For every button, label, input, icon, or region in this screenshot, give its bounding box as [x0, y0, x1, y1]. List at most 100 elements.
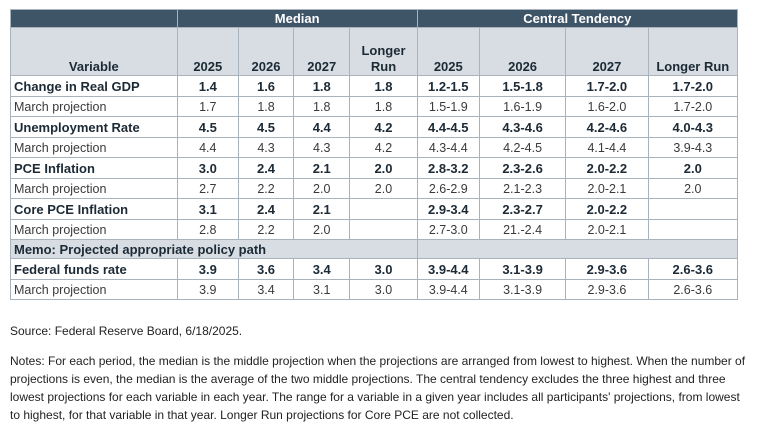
value-cell: 2.0-2.1: [565, 178, 649, 199]
value-cell: 3.4: [237, 279, 295, 300]
value-cell: 3.0: [176, 157, 239, 179]
row-label: March projection: [10, 178, 178, 199]
value-cell: 4.0-4.3: [647, 116, 739, 138]
value-cell: 1.7-2.0: [565, 75, 649, 97]
value-cell: 2.8-3.2: [416, 157, 480, 179]
value-cell: 2.0: [647, 157, 739, 179]
value-cell: 4.3-4.4: [416, 137, 480, 158]
value-cell: 2.4: [237, 157, 295, 179]
median-longer-run-header: Longer Run: [349, 27, 418, 76]
value-cell: 4.4-4.5: [416, 116, 480, 138]
value-cell: 2.9-3.6: [565, 258, 649, 280]
value-cell: 3.0: [349, 258, 418, 280]
projection-rows: Change in Real GDP 1.4 1.6 1.8 1.8 1.2-1.5 1.5…: [10, 75, 739, 240]
variable-row: Unemployment Rate 4.5 4.5 4.4 4.2 4.4-4.5 4.3-…: [10, 116, 739, 138]
memo-spacer: [416, 239, 739, 259]
memo-label: Memo: Projected appropriate policy path: [10, 239, 418, 259]
value-cell: 1.8: [293, 96, 351, 117]
value-cell: 1.6-1.9: [478, 96, 567, 117]
policy-rows: Federal funds rate 3.9 3.6 3.4 3.0 3.9-4.4 3.1…: [10, 258, 739, 300]
value-cell: 2.4: [237, 198, 295, 220]
march-projection-row: March projection 3.9 3.4 3.1 3.0 3.9-4.4 3.1-3…: [10, 279, 739, 300]
projections-table: Median Central Tendency Variable 2025 20…: [10, 9, 739, 300]
value-cell: 2.1-2.3: [478, 178, 567, 199]
value-cell: 2.0: [293, 219, 351, 240]
value-cell: 4.3: [293, 137, 351, 158]
value-cell: 2.2: [237, 178, 295, 199]
value-cell: 2.8: [176, 219, 239, 240]
value-cell: 3.9-4.4: [416, 279, 480, 300]
median-2026-header: 2026: [237, 27, 295, 76]
value-cell: 2.3-2.6: [478, 157, 567, 179]
value-cell: 2.0-2.2: [565, 198, 649, 220]
march-projection-row: March projection 1.7 1.8 1.8 1.8 1.5-1.9 1.6-1…: [10, 96, 739, 117]
value-cell: 2.6-3.6: [647, 258, 739, 280]
value-cell: 4.2-4.5: [478, 137, 567, 158]
value-cell: 4.5: [237, 116, 295, 138]
value-cell: 2.1: [293, 198, 351, 220]
value-cell: 2.6-2.9: [416, 178, 480, 199]
value-cell: 1.7-2.0: [647, 96, 739, 117]
value-cell: 2.0: [349, 157, 418, 179]
value-cell: 3.1: [293, 279, 351, 300]
central-2027-header: 2027: [565, 27, 649, 76]
march-projection-row: March projection 2.8 2.2 2.0 2.7-3.0 21.-2.4 2…: [10, 219, 739, 240]
value-cell: 2.0: [647, 178, 739, 199]
value-cell: 4.3-4.6: [478, 116, 567, 138]
value-cell: 1.5-1.9: [416, 96, 480, 117]
table-corner: [10, 9, 178, 28]
value-cell: 1.8: [293, 75, 351, 97]
value-cell: 2.0-2.1: [565, 219, 649, 240]
value-cell: 1.5-1.8: [478, 75, 567, 97]
central-tendency-group-header: Central Tendency: [416, 9, 739, 28]
value-cell: 4.4: [293, 116, 351, 138]
value-cell: 3.1: [176, 198, 239, 220]
value-cell: 3.1-3.9: [478, 279, 567, 300]
value-cell: 2.7: [176, 178, 239, 199]
row-label: PCE Inflation: [10, 157, 178, 179]
variable-row: Change in Real GDP 1.4 1.6 1.8 1.8 1.2-1.5 1.5…: [10, 75, 739, 97]
value-cell: 1.6: [237, 75, 295, 97]
value-cell: 1.8: [349, 96, 418, 117]
median-2027-header: 2027: [293, 27, 351, 76]
value-cell: 4.2: [349, 116, 418, 138]
value-cell: 1.6-2.0: [565, 96, 649, 117]
value-cell: 1.4: [176, 75, 239, 97]
row-label: Federal funds rate: [10, 258, 178, 280]
march-projection-row: March projection 4.4 4.3 4.3 4.2 4.3-4.4 4.2-4…: [10, 137, 739, 158]
value-cell: 3.9: [176, 279, 239, 300]
value-cell: 2.7-3.0: [416, 219, 480, 240]
median-2025-header: 2025: [176, 27, 239, 76]
value-cell: 2.1: [293, 157, 351, 179]
value-cell: 2.2: [237, 219, 295, 240]
row-label: Unemployment Rate: [10, 116, 178, 138]
value-cell: 3.9: [176, 258, 239, 280]
value-cell: 1.8: [349, 75, 418, 97]
row-label: Core PCE Inflation: [10, 198, 178, 220]
value-cell: 4.2-4.6: [565, 116, 649, 138]
value-cell: 1.7-2.0: [647, 75, 739, 97]
value-cell: 4.3: [237, 137, 295, 158]
variable-row: PCE Inflation 3.0 2.4 2.1 2.0 2.8-3.2 2.3-2.6 2…: [10, 157, 739, 179]
value-cell: [647, 219, 739, 240]
value-cell: 2.0-2.2: [565, 157, 649, 179]
value-cell: 21.-2.4: [478, 219, 567, 240]
variable-header: Variable: [10, 27, 178, 76]
value-cell: 3.1-3.9: [478, 258, 567, 280]
row-label: March projection: [10, 219, 178, 240]
row-label: March projection: [10, 137, 178, 158]
row-label: March projection: [10, 279, 178, 300]
value-cell: [349, 198, 418, 220]
value-cell: 2.0: [349, 178, 418, 199]
march-projection-row: March projection 2.7 2.2 2.0 2.0 2.6-2.9 2.1-2…: [10, 178, 739, 199]
central-2025-header: 2025: [416, 27, 480, 76]
value-cell: 1.8: [237, 96, 295, 117]
value-cell: 4.5: [176, 116, 239, 138]
value-cell: 3.4: [293, 258, 351, 280]
variable-row: Core PCE Inflation 3.1 2.4 2.1 2.9-3.4 2.3-2.…: [10, 198, 739, 220]
notes-text: Notes: For each period, the median is th…: [10, 354, 746, 422]
value-cell: 1.7: [176, 96, 239, 117]
value-cell: 3.6: [237, 258, 295, 280]
row-label: March projection: [10, 96, 178, 117]
row-label: Change in Real GDP: [10, 75, 178, 97]
